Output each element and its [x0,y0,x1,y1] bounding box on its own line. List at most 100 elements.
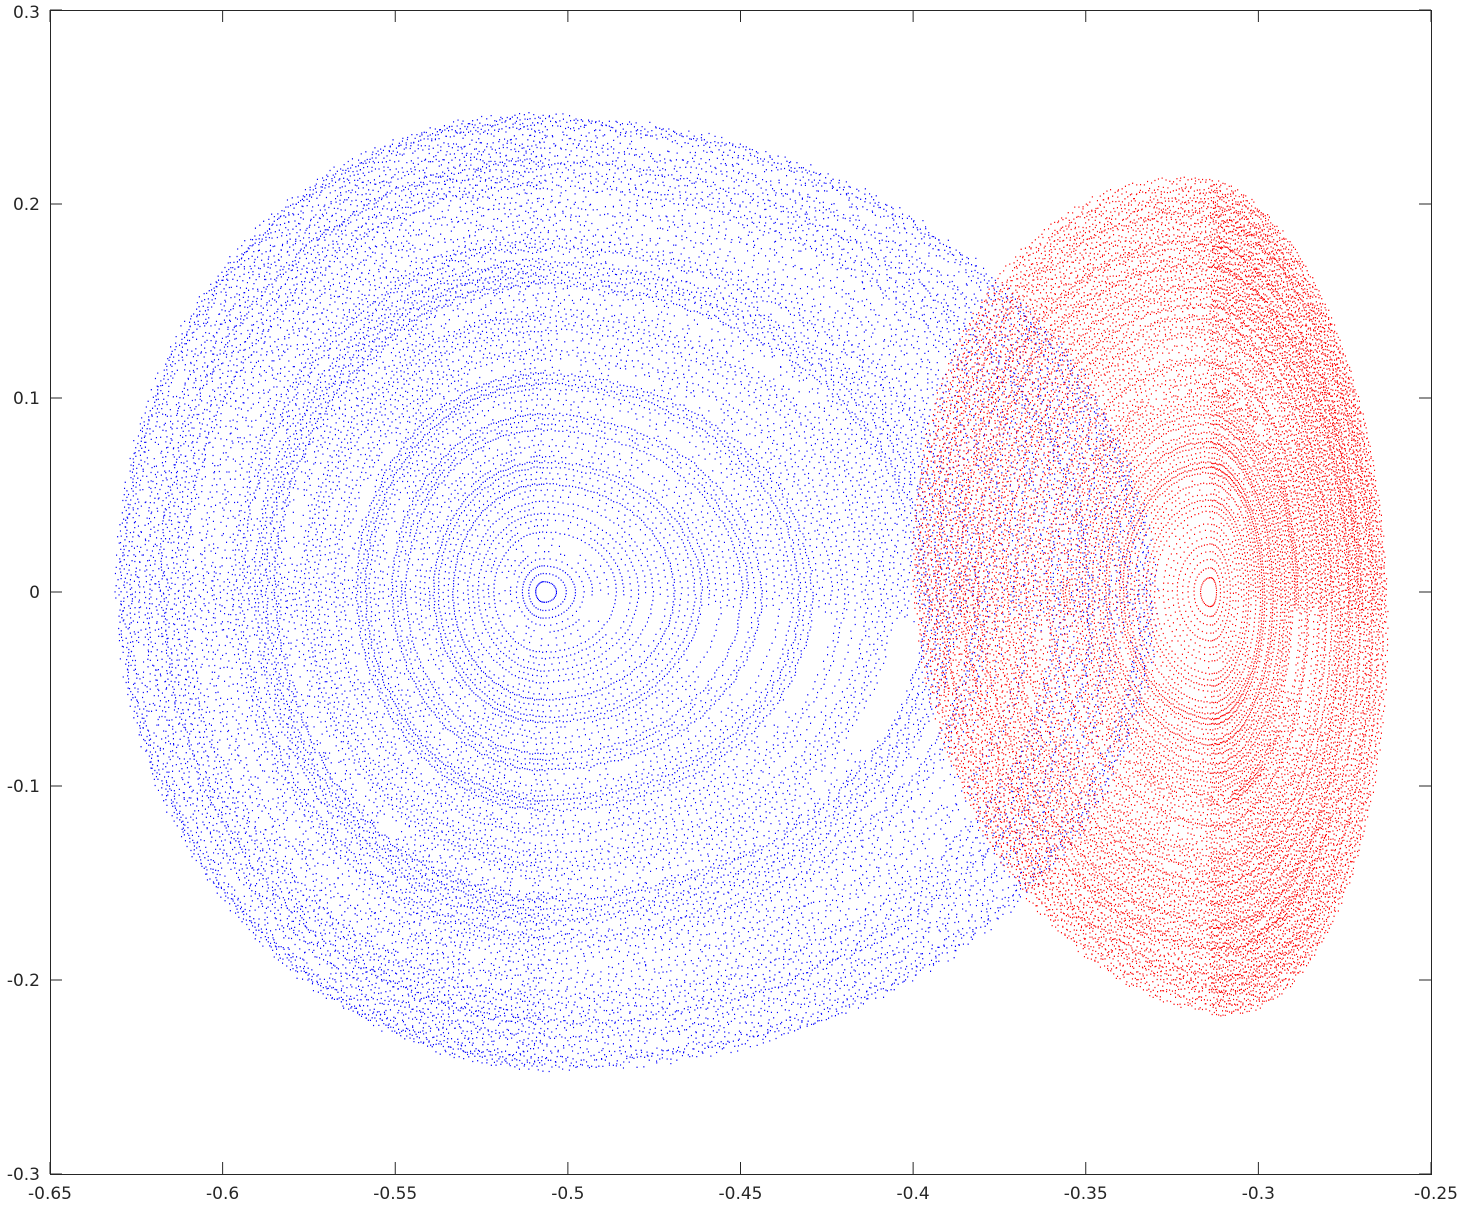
blue-orbit-ring [462,494,661,690]
red-orbit-ring [1129,476,1259,709]
red-orbit-ring [1182,550,1228,634]
red-orbit-ring [1008,307,1331,883]
blue-orbit-ring [452,482,676,701]
blue-orbit-ring [307,318,882,866]
red-orbit-ring [988,280,1343,910]
red-orbit-ring [1028,336,1320,854]
red-orbit-ring [912,176,1389,1017]
blue-orbit-ring [528,572,567,612]
red-orbit-ring [1158,516,1243,669]
blue-orbit-ring [195,197,1042,988]
red-orbit-ring [1040,352,1312,837]
red-orbit-ring [1056,372,1303,816]
red-orbit-ring [1050,364,1307,825]
red-orbit-ring [999,295,1336,895]
red-orbit-ring [972,258,1353,933]
blue-orbit-ring [166,166,1083,1018]
blue-orbit-ring [373,392,790,792]
red-orbit-ring [1153,510,1245,675]
blue-orbit-ring [298,309,894,875]
red-orbit-ring [1031,339,1317,850]
red-orbit-ring [1200,576,1218,608]
x-tick-label: -0.6 [206,1184,239,1204]
red-orbit-ring [1081,408,1288,780]
x-tick-label: -0.25 [1414,1184,1458,1204]
x-tick-label: -0.45 [719,1184,763,1204]
red-orbit-ring [983,272,1346,918]
y-tick-label: 0.2 [13,195,40,215]
blue-orbit-ring [350,366,820,817]
x-tick-label: -0.4 [897,1184,930,1204]
red-orbit-ring [1023,327,1323,863]
x-tick-label: -0.65 [28,1184,72,1204]
blue-orbit-ring [472,506,647,678]
blue-orbit-ring [312,323,876,860]
red-orbit-ring [1068,391,1296,798]
red-orbit-ring [1037,348,1314,840]
blue-orbit-ring [535,580,557,603]
blue-orbit-ring [154,154,1101,1030]
blue-orbit-ring [363,381,802,802]
x-tick-label: -0.35 [1064,1184,1108,1204]
red-orbit-ring [974,261,1351,930]
y-tick-label: 0 [29,583,40,603]
blue-orbit-ring [390,412,763,772]
blue-orbit-ring [290,299,906,884]
blue-orbit-ring [498,537,609,647]
red-orbit-ring [977,265,1350,925]
red-orbit-ring [924,193,1381,1000]
blue-orbit-ring [395,417,757,767]
y-tick-label: -0.3 [7,1165,40,1185]
blue-orbit-ring [437,466,697,719]
blue-orbit-ring [320,332,865,852]
red-orbit-ring [930,200,1378,992]
red-orbit-ring [1145,499,1250,687]
red-orbit-ring [1053,368,1305,820]
red-orbit-ring [1074,399,1292,789]
red-orbit-ring [915,179,1387,1013]
blue-orbit-ring [277,285,925,898]
blue-orbit-ring [329,344,850,842]
blue-orbit-ring [224,227,1003,956]
blue-orbit-ring [269,277,938,908]
red-orbit-ring [997,291,1338,898]
blue-orbit-ring [377,398,783,787]
blue-orbit-ring [315,328,870,856]
red-orbit-ring [1011,313,1330,879]
red-orbit-ring [962,243,1359,947]
red-orbit-ring [1064,386,1298,803]
blue-orbit-ring [457,489,669,696]
blue-orbit-ring [122,120,1147,1064]
blue-orbit-ring [178,179,1065,1005]
blue-orbit-ring [138,136,1123,1048]
blue-orbit-ring [477,512,640,672]
red-orbit-ring [945,221,1369,970]
blue-orbit-ring [432,460,703,724]
blue-orbit-ring [239,245,979,939]
blue-orbit-ring [248,256,967,930]
red-orbit-ring [1133,482,1257,704]
blue-orbit-ring [200,200,1038,983]
blue-orbit-ring [504,544,602,640]
blue-orbit-ring [207,211,1025,972]
red-orbit-ring [1176,543,1231,642]
blue-orbit-ring [368,387,795,797]
series-red-points [912,176,1389,1017]
blue-orbit-ring [355,372,814,813]
red-orbit-ring [1078,403,1290,784]
y-tick-label: 0.1 [13,389,40,409]
blue-orbit-ring [487,524,625,660]
blue-orbit-ring [404,428,744,756]
blue-orbit-ring [515,558,585,627]
blue-orbit-ring [386,407,768,776]
blue-orbit-ring [346,362,826,822]
red-orbit-ring [1002,300,1335,891]
red-orbit-ring [1141,493,1252,693]
red-orbit-ring [1025,331,1321,858]
blue-orbit-ring [423,449,717,735]
red-orbit-ring [1162,523,1240,663]
y-tick-label: 0.3 [13,3,40,23]
blue-orbit-ring [521,565,576,619]
red-orbit-ring [1046,359,1309,829]
